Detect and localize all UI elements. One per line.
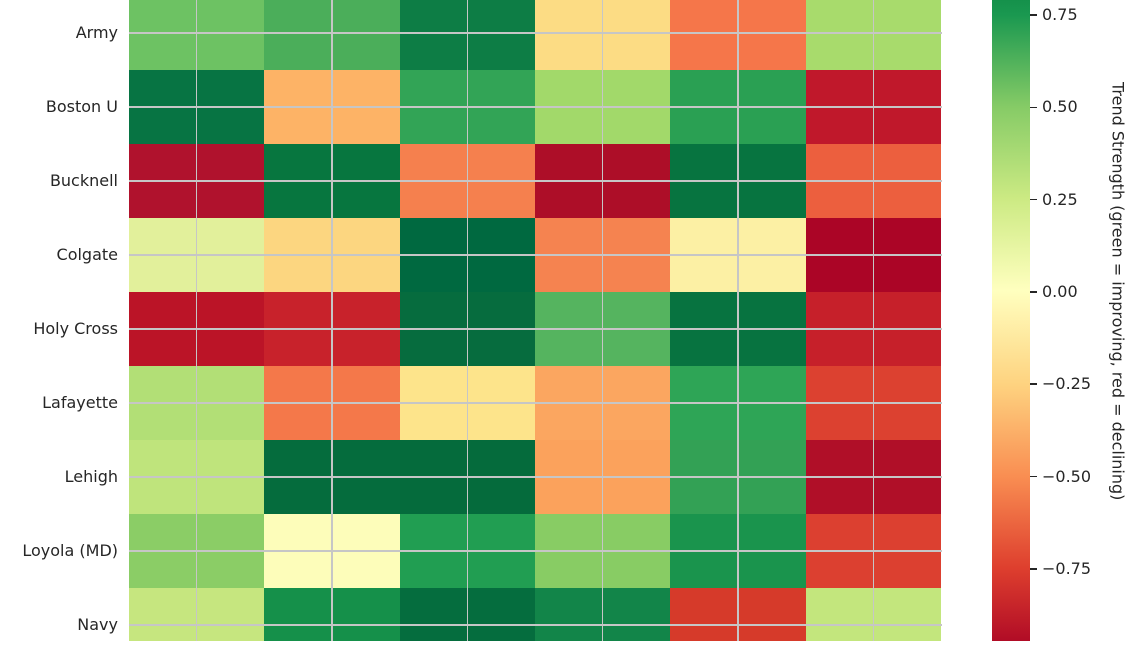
colorbar-tick-mark	[1030, 106, 1037, 109]
y-tick-label: Navy	[77, 615, 118, 634]
horizontal-gridline	[129, 106, 942, 108]
horizontal-gridline	[129, 328, 942, 330]
colorbar-gradient	[992, 0, 1030, 641]
colorbar-tick-label: 0.00	[1042, 281, 1078, 301]
colorbar-tick-label: 0.25	[1042, 189, 1078, 209]
y-tick-label: Boston U	[45, 97, 118, 116]
vertical-gridline	[195, 0, 198, 641]
horizontal-gridline	[129, 254, 942, 256]
colorbar-tick-label: −0.50	[1042, 466, 1092, 486]
colorbar-tick-mark	[1030, 14, 1037, 16]
colorbar-tick-label: 0.75	[1042, 5, 1078, 24]
vertical-gridline	[466, 0, 469, 641]
y-axis-labels: Army Boston U Bucknell Colgate Holy Cross Laf…	[0, 0, 118, 641]
horizontal-gridline	[129, 476, 942, 478]
y-tick-label: Bucknell	[49, 171, 118, 190]
vertical-gridline	[872, 0, 875, 641]
colorbar-axis-label-text: Trend Strength (green = improving, red =…	[1108, 81, 1128, 501]
colorbar-tick-mark	[1030, 383, 1037, 385]
colorbar-tick-mark	[1030, 568, 1037, 570]
y-tick-label: Lehigh	[64, 467, 118, 486]
horizontal-gridline	[129, 32, 942, 34]
vertical-gridline	[737, 0, 739, 641]
y-tick-label: Loyola (MD)	[22, 541, 118, 560]
y-tick-label: Colgate	[56, 245, 118, 264]
colorbar	[992, 0, 1030, 641]
y-tick-label: Lafayette	[42, 393, 118, 412]
horizontal-gridline	[129, 550, 942, 552]
horizontal-gridline	[129, 180, 942, 182]
colorbar-axis-label: Trend Strength (green = improving, red =…	[1105, 0, 1131, 659]
horizontal-gridline	[129, 624, 942, 626]
y-tick-label: Army	[75, 23, 118, 42]
heatmap-cells	[129, 0, 942, 641]
vertical-gridline	[331, 0, 333, 641]
colorbar-tick-mark	[1030, 475, 1037, 478]
colorbar-tick-mark	[1030, 198, 1037, 201]
colorbar-tick-label: 0.50	[1042, 97, 1078, 117]
heatmap-figure: Army Boston U Bucknell Colgate Holy Cross Laf…	[0, 0, 1128, 641]
colorbar-tick-mark	[1030, 291, 1037, 293]
vertical-gridline	[601, 0, 604, 641]
heatmap-plot-area	[129, 0, 942, 641]
horizontal-gridline	[129, 402, 942, 404]
colorbar-tick-label: −0.75	[1042, 558, 1092, 578]
y-tick-label: Holy Cross	[33, 319, 118, 338]
colorbar-tick-label: −0.25	[1042, 374, 1092, 394]
